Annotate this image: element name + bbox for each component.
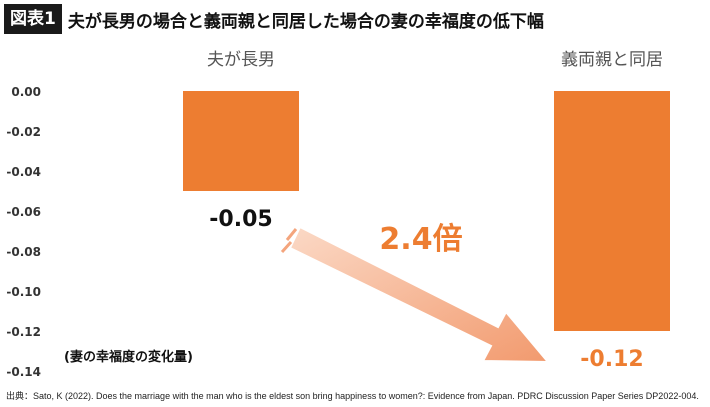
ratio-annotation: 2.4倍 [379, 222, 462, 257]
y-tick-label: -0.04 [6, 165, 41, 179]
y-axis-label: (妻の幸福度の変化量) [64, 349, 193, 365]
y-tick-label: -0.12 [6, 325, 41, 339]
value-label: -0.05 [209, 207, 272, 232]
bar [183, 91, 299, 191]
y-tick-label: -0.08 [6, 245, 41, 259]
bars [183, 91, 670, 331]
y-tick-label: 0.00 [11, 85, 41, 99]
y-axis-ticks: 0.00 -0.02 -0.04 -0.06 -0.08 -0.10 -0.12 -0.14 [6, 85, 41, 379]
comparison-arrow [280, 225, 551, 364]
arrow-tail-stripe [285, 228, 298, 241]
figure-title: 夫が長男の場合と義両親と同居した場合の妻の幸福度の低下幅 [67, 11, 544, 32]
y-tick-label: -0.10 [6, 285, 41, 299]
source-footnote: 出典：Sato, K (2022). Does the marriage wit… [6, 391, 699, 401]
arrow-tail-stripe [280, 240, 293, 254]
figure-header: 図表1 夫が長男の場合と義両親と同居した場合の妻の幸福度の低下幅 [0, 0, 710, 38]
category-label: 義両親と同居 [561, 50, 663, 70]
category-label: 夫が長男 [207, 50, 275, 70]
arrow-shape [288, 225, 551, 364]
y-tick-label: -0.14 [6, 365, 41, 379]
value-labels: -0.05 -0.12 [209, 207, 643, 372]
figure-tag: 図表1 [4, 4, 62, 34]
value-label: -0.12 [580, 347, 643, 372]
bar [554, 91, 670, 331]
y-tick-label: -0.02 [6, 125, 41, 139]
y-tick-label: -0.06 [6, 205, 41, 219]
category-labels: 夫が長男 義両親と同居 [207, 50, 663, 70]
